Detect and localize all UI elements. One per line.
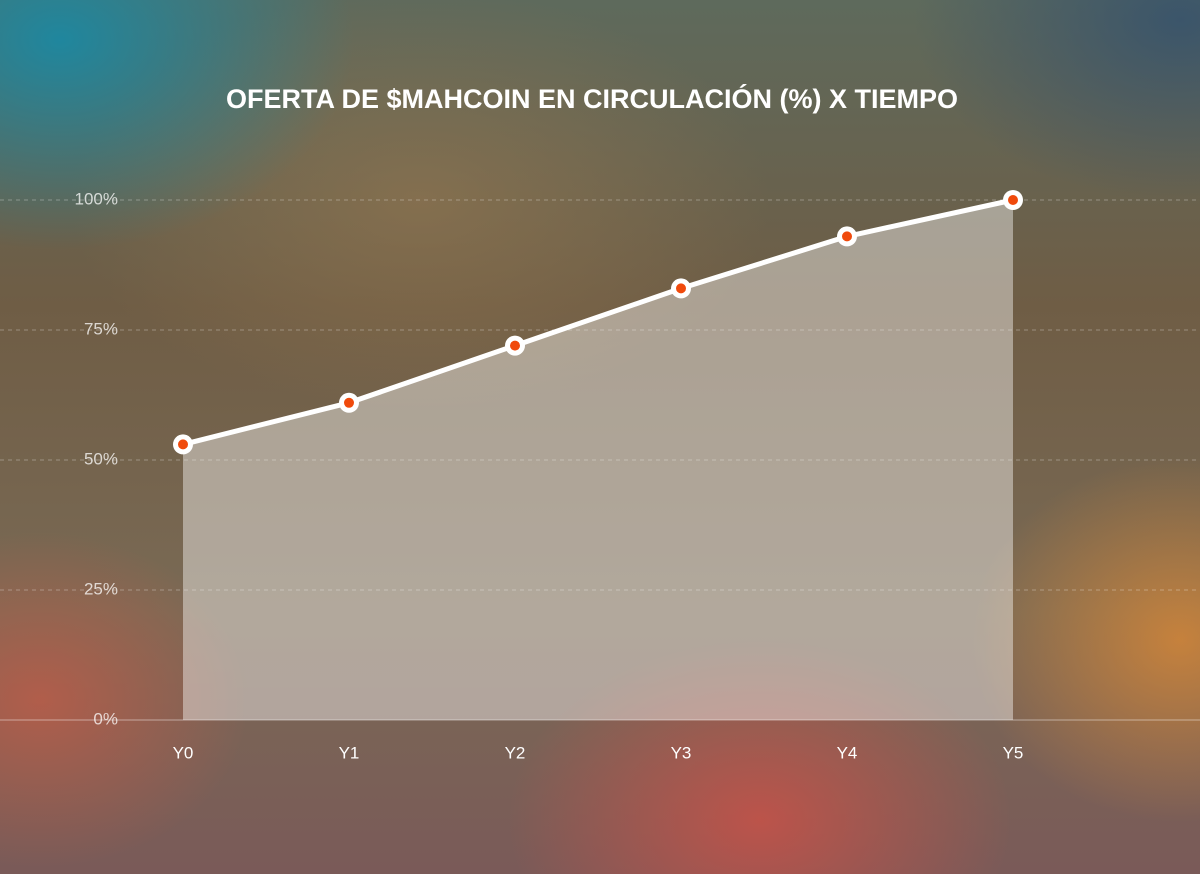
marker-dot bbox=[510, 340, 520, 351]
y-tick-label: 100% bbox=[75, 189, 118, 208]
y-tick-label: 50% bbox=[84, 449, 118, 468]
x-tick-label: Y5 bbox=[1003, 743, 1024, 762]
x-tick-label: Y0 bbox=[173, 743, 194, 762]
marker-dot bbox=[676, 283, 686, 294]
x-tick-label: Y2 bbox=[505, 743, 526, 762]
y-tick-label: 75% bbox=[84, 319, 118, 338]
line bbox=[182, 197, 1014, 447]
chart-title: OFERTA DE $MAHCOIN EN CIRCULACIÓN (%) X … bbox=[226, 83, 958, 114]
y-tick-label: 25% bbox=[84, 579, 118, 598]
x-tick-label: Y4 bbox=[837, 743, 858, 762]
marker-dot bbox=[1008, 195, 1018, 205]
marker-dot bbox=[842, 231, 852, 242]
x-tick-label: Y3 bbox=[671, 743, 692, 762]
y-tick-label: 0% bbox=[93, 709, 118, 728]
x-tick-label: Y1 bbox=[339, 743, 360, 762]
marker-dot bbox=[344, 397, 354, 408]
area bbox=[183, 200, 1013, 720]
marker-dot bbox=[178, 439, 188, 450]
